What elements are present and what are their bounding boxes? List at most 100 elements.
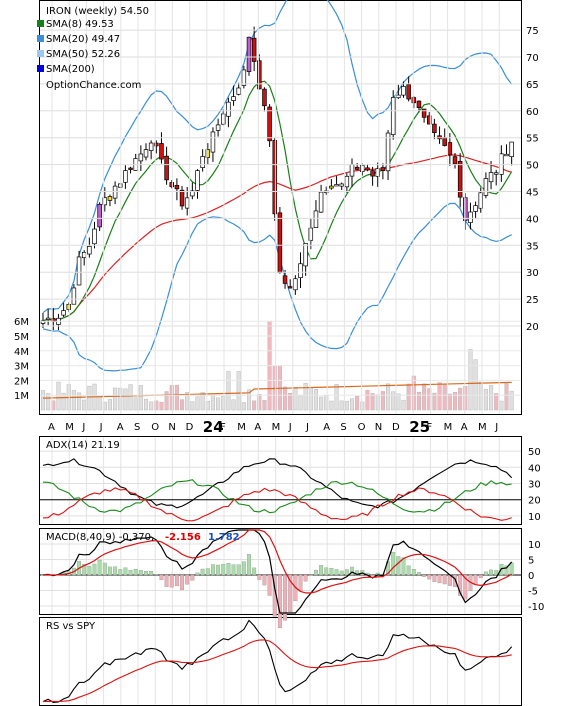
- macd-histogram-bar: [247, 554, 251, 576]
- macd-histogram-bar: [267, 574, 272, 596]
- macd-histogram-bar: [149, 571, 154, 576]
- volume-bar: [411, 375, 416, 411]
- volume-bar: [231, 399, 236, 411]
- candle-body: [468, 211, 473, 223]
- sma50-line: [42, 154, 512, 322]
- candle-body: [102, 197, 108, 206]
- macd-histogram-bar: [308, 574, 313, 576]
- candle-body: [45, 317, 51, 320]
- macd-histogram-bar: [504, 565, 509, 576]
- volume-bar: [468, 349, 473, 411]
- candle-body: [303, 243, 308, 267]
- volume-bar: [190, 401, 195, 411]
- candle-body: [339, 183, 344, 187]
- x-tick-label: M: [65, 422, 74, 433]
- brand-label: OptionChance.com: [46, 80, 141, 91]
- adx-tick-label: 10: [528, 512, 541, 523]
- price-tick-label: 30: [526, 268, 539, 279]
- sma8-line: [42, 80, 513, 322]
- candle-body: [380, 167, 386, 171]
- candle-body: [143, 149, 149, 158]
- adx-tick-label: 30: [528, 480, 541, 491]
- volume-bar: [118, 387, 123, 411]
- macd-tick-label: 5: [528, 556, 534, 567]
- adx-label: ADX(14) 21.19: [46, 440, 120, 451]
- macd-histogram-bar: [257, 574, 262, 580]
- volume-bar: [473, 359, 478, 411]
- volume-tick-label: 3M: [14, 362, 29, 373]
- candle-body: [246, 36, 252, 72]
- candle-body: [128, 167, 133, 170]
- candle-body: [210, 131, 216, 153]
- candle-body: [318, 191, 324, 213]
- volume-bar: [391, 391, 396, 411]
- candle-body: [241, 69, 247, 86]
- candle-body: [195, 170, 200, 191]
- macd-histogram-bar: [339, 570, 344, 576]
- volume-bar: [288, 392, 293, 411]
- volume-bar: [221, 396, 226, 411]
- volume-bar: [442, 383, 447, 411]
- macd-histogram-bar: [133, 569, 138, 576]
- volume-bar: [509, 390, 514, 411]
- candle-body: [344, 175, 350, 188]
- volume-bar: [61, 392, 66, 411]
- candle-body: [334, 184, 339, 187]
- macd-histogram-bar: [221, 563, 226, 576]
- candle-body: [174, 184, 180, 190]
- legend-sma50: SMA(50) 52.26: [46, 49, 120, 60]
- volume-bar: [40, 390, 46, 411]
- candle-body: [112, 185, 118, 199]
- candle-body: [148, 142, 154, 151]
- macd-histogram-bar: [458, 574, 463, 596]
- lower-band-line: [42, 202, 512, 372]
- macd-histogram-bar: [422, 574, 427, 577]
- candle-body: [277, 212, 283, 273]
- macd-histogram-bar: [416, 572, 421, 576]
- volume-bar: [174, 384, 179, 411]
- macd-histogram-bar: [262, 574, 267, 586]
- macd-value-1: -2.156: [165, 532, 201, 543]
- candle-body: [87, 246, 92, 255]
- macd-histogram-bar: [334, 569, 339, 576]
- macd-tick-label: -10: [528, 602, 544, 613]
- price-layer: [40, 0, 514, 372]
- volume-bar: [87, 385, 92, 411]
- volume-bar: [128, 384, 133, 411]
- macd-histogram-bar: [118, 569, 123, 576]
- macd-histogram-bar: [97, 559, 102, 576]
- macd-tick-label: 10: [528, 540, 541, 551]
- legend-sma200: SMA(200): [46, 64, 95, 75]
- volume-bar: [458, 387, 463, 411]
- macd-histogram-bar: [92, 563, 97, 576]
- candle-body: [483, 178, 489, 196]
- volume-bar: [185, 392, 190, 411]
- volume-bar: [180, 399, 185, 411]
- volume-bar: [422, 383, 427, 411]
- volume-tick-label: 2M: [14, 376, 29, 387]
- candle-body: [226, 101, 231, 117]
- macd-histogram-bar: [489, 569, 493, 576]
- macd-histogram-bar: [437, 574, 442, 584]
- volume-bar: [283, 386, 288, 411]
- candle-body: [200, 156, 205, 169]
- candle-body: [117, 183, 123, 188]
- volume-bar: [313, 389, 318, 411]
- macd-histogram-bar: [236, 564, 241, 576]
- macd-histogram-bar: [231, 564, 236, 576]
- macd-histogram-bar: [108, 566, 112, 576]
- candle-body: [184, 197, 190, 209]
- legend-swatch-sma20: [37, 35, 44, 42]
- x-tick-label: D: [392, 422, 400, 433]
- volume-bar: [349, 398, 355, 411]
- macd-histogram-bar: [252, 567, 257, 576]
- macd-histogram-bar: [154, 574, 159, 576]
- adx-tick-label: 20: [528, 496, 541, 507]
- candle-body: [493, 172, 499, 175]
- candle-body: [236, 87, 241, 95]
- price-tick-label: 35: [526, 241, 539, 252]
- candle-body: [442, 137, 447, 146]
- macd-histogram-bar: [87, 566, 92, 576]
- price-tick-label: 65: [526, 80, 539, 91]
- volume-bar: [107, 399, 113, 411]
